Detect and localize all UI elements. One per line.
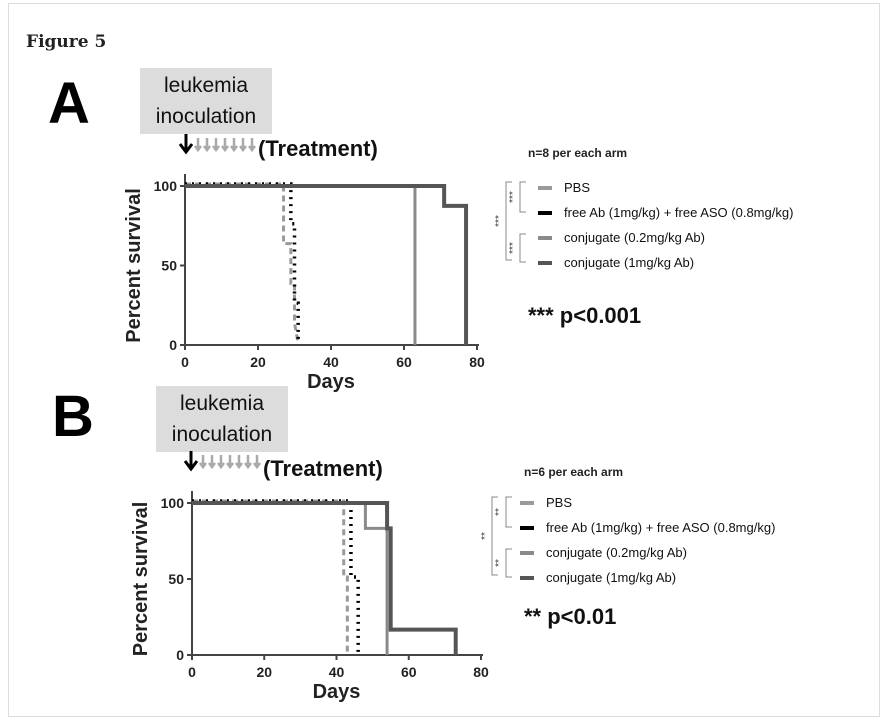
panel-letter-b: B xyxy=(52,384,94,449)
survival-curve-conjugate-1mg-kg-ab- xyxy=(192,501,458,655)
significance-bracket xyxy=(505,181,512,261)
significance-bracket xyxy=(505,548,512,578)
y-tick-label: 0 xyxy=(176,647,184,663)
legend-swatch xyxy=(520,575,534,580)
significance-mark: ** xyxy=(494,508,505,516)
x-tick-label: 40 xyxy=(323,354,339,370)
legend-item: conjugate (0.2mg/kg Ab) xyxy=(538,225,793,250)
p-value-a: *** p<0.001 xyxy=(528,303,642,328)
treatment-arrow-icon xyxy=(217,455,225,470)
inoculation-arrow-icon xyxy=(178,134,194,155)
significance-mark: ** xyxy=(480,532,491,540)
treatment-arrow-icon xyxy=(230,138,238,153)
panel-letter-a: A xyxy=(48,71,90,136)
x-tick-label: 0 xyxy=(188,664,196,680)
legend-label: conjugate (1mg/kg Ab) xyxy=(564,255,695,270)
x-tick-label: 20 xyxy=(256,664,272,680)
survival-curve-pbs xyxy=(185,182,300,344)
legend-item: conjugate (0.2mg/kg Ab) xyxy=(520,540,775,565)
legend-swatch xyxy=(538,185,552,190)
treatment-label-a: (Treatment) xyxy=(258,136,378,161)
inoculation-label-a: leukemia inoculation xyxy=(140,68,272,134)
legend-label: free Ab (1mg/kg) + free ASO (0.8mg/kg) xyxy=(564,205,794,220)
significance-bracket xyxy=(505,496,512,528)
survival-curve-conjugate-0-2mg-kg-ab- xyxy=(185,184,417,345)
n-label-b: n=6 per each arm xyxy=(524,465,624,479)
legend-label: conjugate (0.2mg/kg Ab) xyxy=(564,230,705,245)
x-tick-label: 60 xyxy=(401,664,417,680)
figure-label: Figure 5 xyxy=(26,32,107,52)
y-tick-label: 100 xyxy=(161,495,185,511)
x-tick-label: 40 xyxy=(329,664,345,680)
legend-item: free Ab (1mg/kg) + free ASO (0.8mg/kg) xyxy=(520,515,775,540)
treatment-arrow-icon xyxy=(199,455,207,470)
treatment-arrow-icon xyxy=(194,138,202,153)
legend-label: PBS xyxy=(564,180,591,195)
significance-bracket xyxy=(519,181,526,213)
survival-curve-conjugate-0-2mg-kg-ab- xyxy=(192,501,389,655)
significance-bracket xyxy=(519,233,526,263)
x-axis-title: Days xyxy=(313,681,361,703)
y-axis-title: Percent survival xyxy=(123,188,145,343)
legend-item: PBS xyxy=(538,175,793,200)
figure-frame xyxy=(8,3,880,717)
x-tick-label: 60 xyxy=(396,354,412,370)
legend-swatch xyxy=(520,525,534,530)
significance-mark: ** xyxy=(494,559,505,567)
survival-curve-free-ab-1mg-kg-free-aso-0-8mg-kg- xyxy=(192,499,360,653)
p-value-b: ** p<0.01 xyxy=(524,604,617,629)
legend-swatch xyxy=(538,235,552,240)
treatment-arrow-icon xyxy=(221,138,229,153)
legend-swatch xyxy=(538,260,552,265)
significance-mark: *** xyxy=(508,191,519,203)
survival-curve-free-ab-1mg-kg-free-aso-0-8mg-kg- xyxy=(185,182,300,343)
legend-swatch xyxy=(520,500,534,505)
legend-item: conjugate (1mg/kg Ab) xyxy=(538,250,793,275)
y-axis-title: Percent survival xyxy=(130,502,152,657)
significance-mark: *** xyxy=(494,215,505,227)
treatment-arrow-icon xyxy=(244,455,252,470)
legend-label: PBS xyxy=(546,495,573,510)
y-tick-label: 100 xyxy=(154,178,178,194)
significance-mark: *** xyxy=(508,242,519,254)
x-tick-label: 0 xyxy=(181,354,189,370)
x-tick-label: 80 xyxy=(473,664,489,680)
legend-item: conjugate (1mg/kg Ab) xyxy=(520,565,775,590)
survival-curve-pbs xyxy=(192,499,349,653)
legend-label: conjugate (1mg/kg Ab) xyxy=(546,570,677,585)
legend-label: free Ab (1mg/kg) + free ASO (0.8mg/kg) xyxy=(546,520,776,535)
treatment-arrow-icon xyxy=(239,138,247,153)
legend-b: PBS free Ab (1mg/kg) + free ASO (0.8mg/kg… xyxy=(520,490,775,590)
treatment-arrow-icon xyxy=(203,138,211,153)
treatment-arrow-icon xyxy=(253,455,261,470)
y-tick-label: 50 xyxy=(168,571,184,587)
x-tick-label: 20 xyxy=(250,354,266,370)
treatment-arrow-icon xyxy=(248,138,256,153)
treatment-arrow-icon xyxy=(208,455,216,470)
legend-label: conjugate (0.2mg/kg Ab) xyxy=(546,545,687,560)
n-label-a: n=8 per each arm xyxy=(528,146,628,160)
legend-swatch xyxy=(520,550,534,555)
treatment-arrow-icon xyxy=(235,455,243,470)
x-axis-title: Days xyxy=(307,371,355,393)
significance-bracket xyxy=(491,496,498,576)
survival-curve-conjugate-1mg-kg-ab- xyxy=(185,184,469,345)
legend-item: PBS xyxy=(520,490,775,515)
x-tick-label: 80 xyxy=(469,354,485,370)
legend-item: free Ab (1mg/kg) + free ASO (0.8mg/kg) xyxy=(538,200,793,225)
inoculation-label-b: leukemia inoculation xyxy=(156,386,288,452)
inoculation-arrow-icon xyxy=(183,451,199,472)
treatment-arrow-icon xyxy=(212,138,220,153)
y-tick-label: 50 xyxy=(161,258,177,274)
treatment-label-b: (Treatment) xyxy=(263,456,383,481)
y-tick-label: 0 xyxy=(169,337,177,353)
legend-swatch xyxy=(538,210,552,215)
legend-a: PBS free Ab (1mg/kg) + free ASO (0.8mg/kg… xyxy=(538,175,793,275)
treatment-arrow-icon xyxy=(226,455,234,470)
